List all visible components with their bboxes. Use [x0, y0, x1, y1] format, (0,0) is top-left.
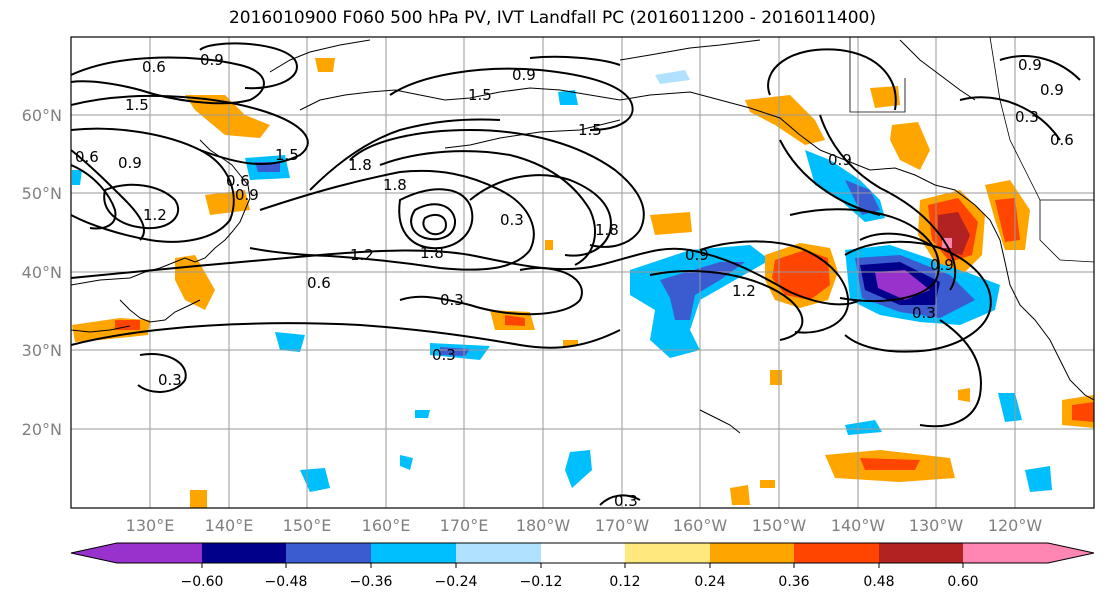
lon-label: 130°W: [909, 516, 964, 535]
lon-label: 160°E: [362, 516, 411, 535]
lon-label: 120°W: [988, 516, 1043, 535]
colorbar-tick-label: −0.24: [435, 574, 478, 590]
contour-label: 1.8: [348, 156, 372, 174]
colorbar-segment: [879, 543, 963, 563]
contour-label: 1.8: [420, 244, 444, 262]
colorbar: −0.60 −0.48 −0.36 −0.24 −0.12 0.12 0.24 …: [70, 542, 1095, 590]
contour-label: 0.9: [1040, 81, 1064, 99]
colorbar-tick-label: −0.36: [350, 574, 393, 590]
contour-label: 1.5: [468, 86, 492, 104]
map-title: 2016010900 F060 500 hPa PV, IVT Landfall…: [228, 8, 876, 28]
colorbar-segment: [963, 543, 1094, 563]
lat-label: 30°N: [22, 341, 62, 360]
colorbar-tick-label: 0.36: [778, 574, 809, 590]
contour-label: 1.2: [732, 282, 756, 300]
contour-label: 0.3: [1015, 108, 1039, 126]
colorbar-segment: [541, 543, 625, 563]
lon-label: 140°E: [205, 516, 254, 535]
lat-label: 20°N: [22, 420, 62, 439]
contour-label: 0.3: [912, 304, 936, 322]
contour-label: 0.9: [118, 154, 142, 172]
map-frame: [70, 36, 1095, 509]
contour-label: 0.9: [828, 151, 852, 169]
lat-label: 60°N: [22, 106, 62, 125]
colorbar-segment: [625, 543, 710, 563]
contour-label: 0.6: [75, 148, 99, 166]
colorbar-segment: [794, 543, 879, 563]
contour-label: 1.8: [595, 221, 619, 239]
colorbar-tick-label: −0.60: [181, 574, 224, 590]
colorbar-tick-label: −0.48: [265, 574, 308, 590]
lon-label: 130°E: [126, 516, 175, 535]
colorbar-segment: [286, 543, 371, 563]
lon-label: 160°W: [673, 516, 728, 535]
colorbar-ticks: −0.60 −0.48 −0.36 −0.24 −0.12 0.12 0.24 …: [181, 574, 979, 590]
boundaries: [849, 37, 1094, 263]
latitude-labels: 60°N 50°N 40°N 30°N 20°N: [22, 106, 62, 439]
colorbar-segment: [202, 543, 286, 563]
colorbar-segment: [371, 543, 456, 563]
colorbar-segments: [70, 542, 1095, 568]
contour-label: 1.5: [275, 146, 299, 164]
colorbar-segment: [710, 543, 794, 563]
contour-labels: 0.6 0.9 0.9 1.5 1.5 1.5 0.9 0.9 0.9 0.6 …: [75, 51, 1074, 510]
colorbar-tick-label: 0.60: [947, 574, 978, 590]
contour-label: 0.3: [500, 211, 524, 229]
colorbar-tick-label: 0.12: [609, 574, 640, 590]
contour-label: 0.9: [1018, 56, 1042, 74]
contour-label: 0.6: [226, 172, 250, 190]
coastlines: [71, 39, 1094, 434]
contour-label: 1.5: [125, 96, 149, 114]
contour-label: 0.3: [440, 291, 464, 309]
contour-label: 0.9: [685, 246, 709, 264]
contour-label: 0.6: [142, 58, 166, 76]
lon-label: 150°W: [752, 516, 807, 535]
contour-label: 1.5: [578, 121, 602, 139]
contour-label: 0.9: [930, 256, 954, 274]
contour-label: 1.8: [383, 176, 407, 194]
lon-label: 180°W: [516, 516, 571, 535]
colorbar-segment: [456, 543, 541, 563]
lon-label: 150°E: [283, 516, 332, 535]
contour-label: 0.9: [200, 51, 224, 69]
lon-label: 140°W: [831, 516, 886, 535]
contour-label: 0.6: [1050, 131, 1074, 149]
colorbar-tick-label: 0.48: [863, 574, 894, 590]
contour-label: 0.9: [512, 66, 536, 84]
contour-label: 0.9: [235, 186, 259, 204]
contour-label: 0.3: [432, 346, 456, 364]
contour-label: 0.3: [158, 371, 182, 389]
lon-label: 170°W: [595, 516, 650, 535]
lat-label: 40°N: [22, 263, 62, 282]
contour-label: 1.2: [350, 246, 374, 264]
ivt-shading-layer: [72, 58, 1094, 508]
contour-label: 0.6: [307, 274, 331, 292]
pv-contours: [71, 42, 1081, 506]
colorbar-outline: [70, 542, 1095, 564]
contour-label: 1.2: [143, 206, 167, 224]
colorbar-segment: [71, 543, 202, 563]
contour-label: 0.3: [614, 492, 638, 510]
lat-label: 50°N: [22, 184, 62, 203]
colorbar-tick-label: −0.12: [520, 574, 563, 590]
lon-label: 170°E: [440, 516, 489, 535]
longitude-labels: 130°E 140°E 150°E 160°E 170°E 180°W 170°…: [126, 516, 1043, 535]
colorbar-tick-label: 0.24: [694, 574, 725, 590]
